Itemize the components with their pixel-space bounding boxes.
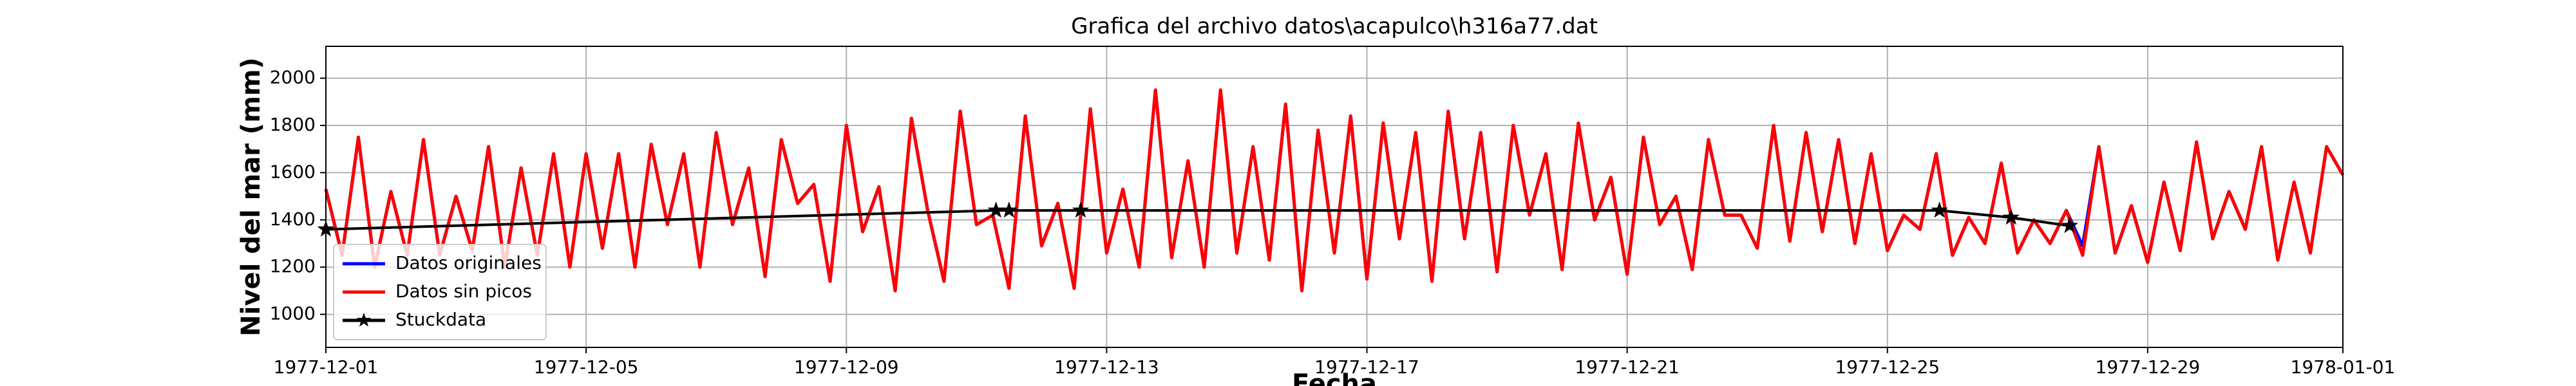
y-tick-label: 1600 [270, 161, 316, 182]
x-tick-label: 1977-12-13 [1054, 356, 1159, 378]
legend-label: Stuckdata [395, 309, 486, 330]
x-tick-label: 1977-12-01 [274, 356, 379, 378]
x-axis-label: Fecha [1292, 369, 1377, 386]
x-tick-label: 1977-12-09 [794, 356, 899, 378]
legend-label: Datos sin picos [395, 280, 532, 302]
x-tick-label: 1977-12-29 [2096, 356, 2201, 378]
y-tick-label: 1200 [270, 255, 316, 277]
y-axis-label: Nivel del mar (mm) [236, 57, 266, 336]
series-line [324, 88, 2345, 293]
series-marker [1000, 201, 1018, 218]
series-line [324, 88, 2345, 293]
legend-marker [356, 313, 372, 327]
legend-box [333, 244, 547, 340]
x-tick-label: 1978-01-01 [2291, 356, 2396, 378]
series-marker [1072, 201, 1090, 218]
plot-frame [325, 46, 2344, 348]
series-marker [987, 201, 1005, 218]
x-tick-label: 1977-12-25 [1835, 356, 1940, 378]
series-marker [2061, 217, 2078, 234]
x-tick-label: 1977-12-05 [534, 356, 639, 378]
series-marker [1931, 201, 1948, 218]
x-tick-label: 1977-12-17 [1314, 356, 1419, 378]
y-tick-label: 1400 [270, 208, 316, 230]
legend-label: Datos originales [395, 252, 542, 273]
y-tick-label: 1800 [270, 114, 316, 135]
chart-title: Grafica del archivo datos\acapulco\h316a… [1071, 14, 1598, 39]
y-tick-label: 1000 [270, 303, 316, 324]
series-marker [2002, 208, 2020, 225]
y-tick-label: 2000 [270, 67, 316, 88]
x-tick-label: 1977-12-21 [1575, 356, 1680, 378]
